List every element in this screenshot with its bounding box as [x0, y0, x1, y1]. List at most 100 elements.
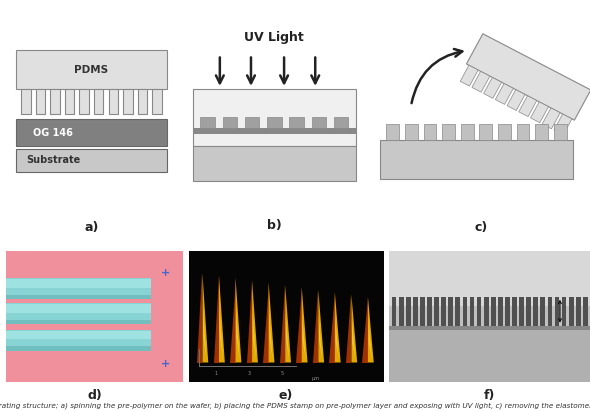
Bar [6, 331, 151, 339]
Bar [498, 297, 503, 326]
Text: b): b) [267, 219, 282, 232]
Bar [289, 117, 304, 128]
Text: PDMS: PDMS [74, 65, 109, 74]
Polygon shape [368, 297, 374, 363]
Polygon shape [301, 287, 307, 363]
Polygon shape [368, 320, 372, 360]
Bar [535, 124, 548, 140]
Bar [448, 297, 453, 326]
Polygon shape [235, 278, 241, 363]
Bar [496, 83, 513, 104]
Bar [472, 72, 490, 92]
Text: +: + [160, 359, 170, 369]
Polygon shape [335, 317, 339, 360]
Bar [6, 279, 151, 288]
Bar [491, 297, 496, 326]
Bar [467, 34, 590, 120]
Text: OG 146: OG 146 [33, 127, 73, 138]
Bar [123, 89, 133, 114]
Polygon shape [286, 312, 289, 360]
Bar [542, 108, 560, 129]
Bar [484, 297, 489, 326]
Polygon shape [269, 311, 273, 360]
Bar [555, 297, 559, 326]
Bar [389, 306, 590, 330]
Text: a): a) [84, 221, 99, 234]
Bar [389, 326, 590, 330]
Bar [480, 124, 492, 140]
Bar [6, 346, 151, 351]
Bar [6, 305, 151, 313]
Polygon shape [263, 282, 268, 363]
Bar [477, 297, 481, 326]
Bar [137, 89, 147, 114]
Bar [519, 96, 537, 117]
Bar [50, 89, 60, 114]
Bar [470, 297, 474, 326]
Bar [442, 124, 455, 140]
Polygon shape [203, 305, 206, 360]
Bar [548, 297, 552, 326]
Text: d): d) [87, 389, 102, 402]
Text: Fig. 1. Schematic diagram for transferring the grating structure; a) spinning th: Fig. 1. Schematic diagram for transferri… [0, 402, 590, 409]
Bar [484, 77, 502, 98]
Bar [36, 89, 45, 114]
Text: Substrate: Substrate [27, 155, 81, 165]
Bar [16, 119, 167, 146]
Polygon shape [313, 290, 318, 363]
Bar [192, 128, 356, 134]
Polygon shape [197, 273, 202, 363]
Bar [381, 140, 572, 178]
Bar [65, 89, 74, 114]
Bar [94, 89, 103, 114]
Bar [386, 124, 399, 140]
Text: e): e) [279, 389, 293, 402]
Bar [517, 124, 529, 140]
Bar [6, 330, 151, 351]
Polygon shape [236, 307, 240, 360]
Bar [569, 297, 573, 326]
Polygon shape [335, 292, 340, 363]
Polygon shape [247, 280, 252, 363]
Bar [583, 297, 588, 326]
Text: +: + [160, 268, 170, 278]
Polygon shape [219, 275, 225, 363]
Bar [192, 89, 356, 146]
Bar [389, 251, 590, 306]
Text: c): c) [474, 221, 487, 234]
Bar [424, 124, 436, 140]
Bar [554, 114, 572, 135]
Bar [392, 297, 396, 326]
Bar [222, 117, 237, 128]
Bar [109, 89, 118, 114]
Bar [413, 297, 418, 326]
Bar [455, 297, 460, 326]
Bar [461, 124, 474, 140]
Bar [200, 117, 215, 128]
Polygon shape [302, 314, 306, 360]
Bar [533, 297, 538, 326]
Polygon shape [318, 290, 324, 363]
Polygon shape [230, 278, 235, 363]
Polygon shape [296, 287, 301, 363]
Polygon shape [280, 285, 285, 363]
Bar [245, 117, 260, 128]
Bar [152, 89, 162, 114]
Bar [540, 297, 545, 326]
Polygon shape [214, 275, 219, 363]
Polygon shape [352, 294, 357, 363]
Polygon shape [202, 273, 208, 363]
Bar [6, 303, 151, 324]
Bar [441, 297, 446, 326]
Polygon shape [329, 292, 335, 363]
Bar [6, 278, 151, 299]
Bar [576, 297, 581, 326]
Bar [526, 297, 531, 326]
Polygon shape [362, 297, 368, 363]
Bar [427, 297, 432, 326]
Polygon shape [219, 306, 223, 360]
Bar [530, 102, 549, 123]
Bar [334, 117, 349, 128]
Text: UV Light: UV Light [244, 31, 304, 44]
Polygon shape [319, 315, 322, 360]
